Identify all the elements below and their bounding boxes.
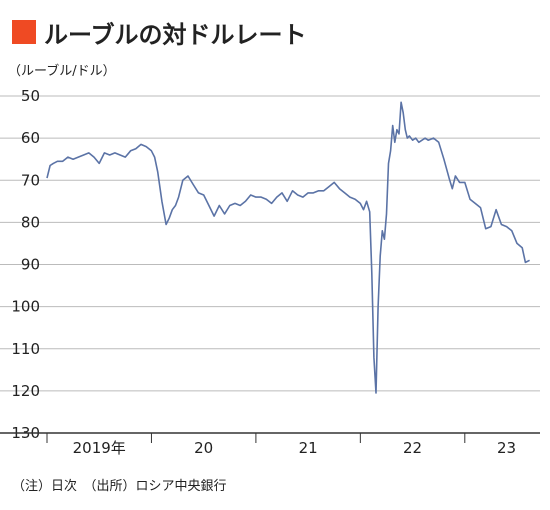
title-marker-square [12, 20, 36, 44]
x-tick-label: 23 [497, 439, 516, 457]
x-tick-label: 22 [403, 439, 422, 457]
x-axis: 2019年 20 21 22 23 [0, 432, 540, 457]
y-tick-label: 100 [11, 298, 40, 316]
y-tick-label: 70 [21, 171, 40, 189]
chart-title-row: ルーブルの対ドルレート [12, 16, 307, 49]
y-tick-label: 110 [11, 340, 40, 358]
series-line-rub-usd [46, 101, 530, 394]
grid-layer [0, 95, 540, 392]
y-tick-label: 50 [21, 87, 40, 105]
y-tick-label: 60 [21, 129, 40, 147]
x-tick-label: 20 [194, 439, 213, 457]
chart-title: ルーブルの対ドルレート [44, 20, 307, 49]
x-tick-label: 2019年 [73, 439, 126, 457]
footnote: （注）日次 （出所）ロシア中央銀行 [12, 479, 227, 494]
y-unit-label: （ルーブル/ドル） [8, 63, 116, 79]
y-tick-label: 120 [11, 382, 40, 400]
y-tick-label: 80 [21, 213, 40, 231]
x-tick-label: 21 [299, 439, 318, 457]
y-tick-label: 90 [21, 256, 40, 274]
series-layer [46, 101, 530, 394]
